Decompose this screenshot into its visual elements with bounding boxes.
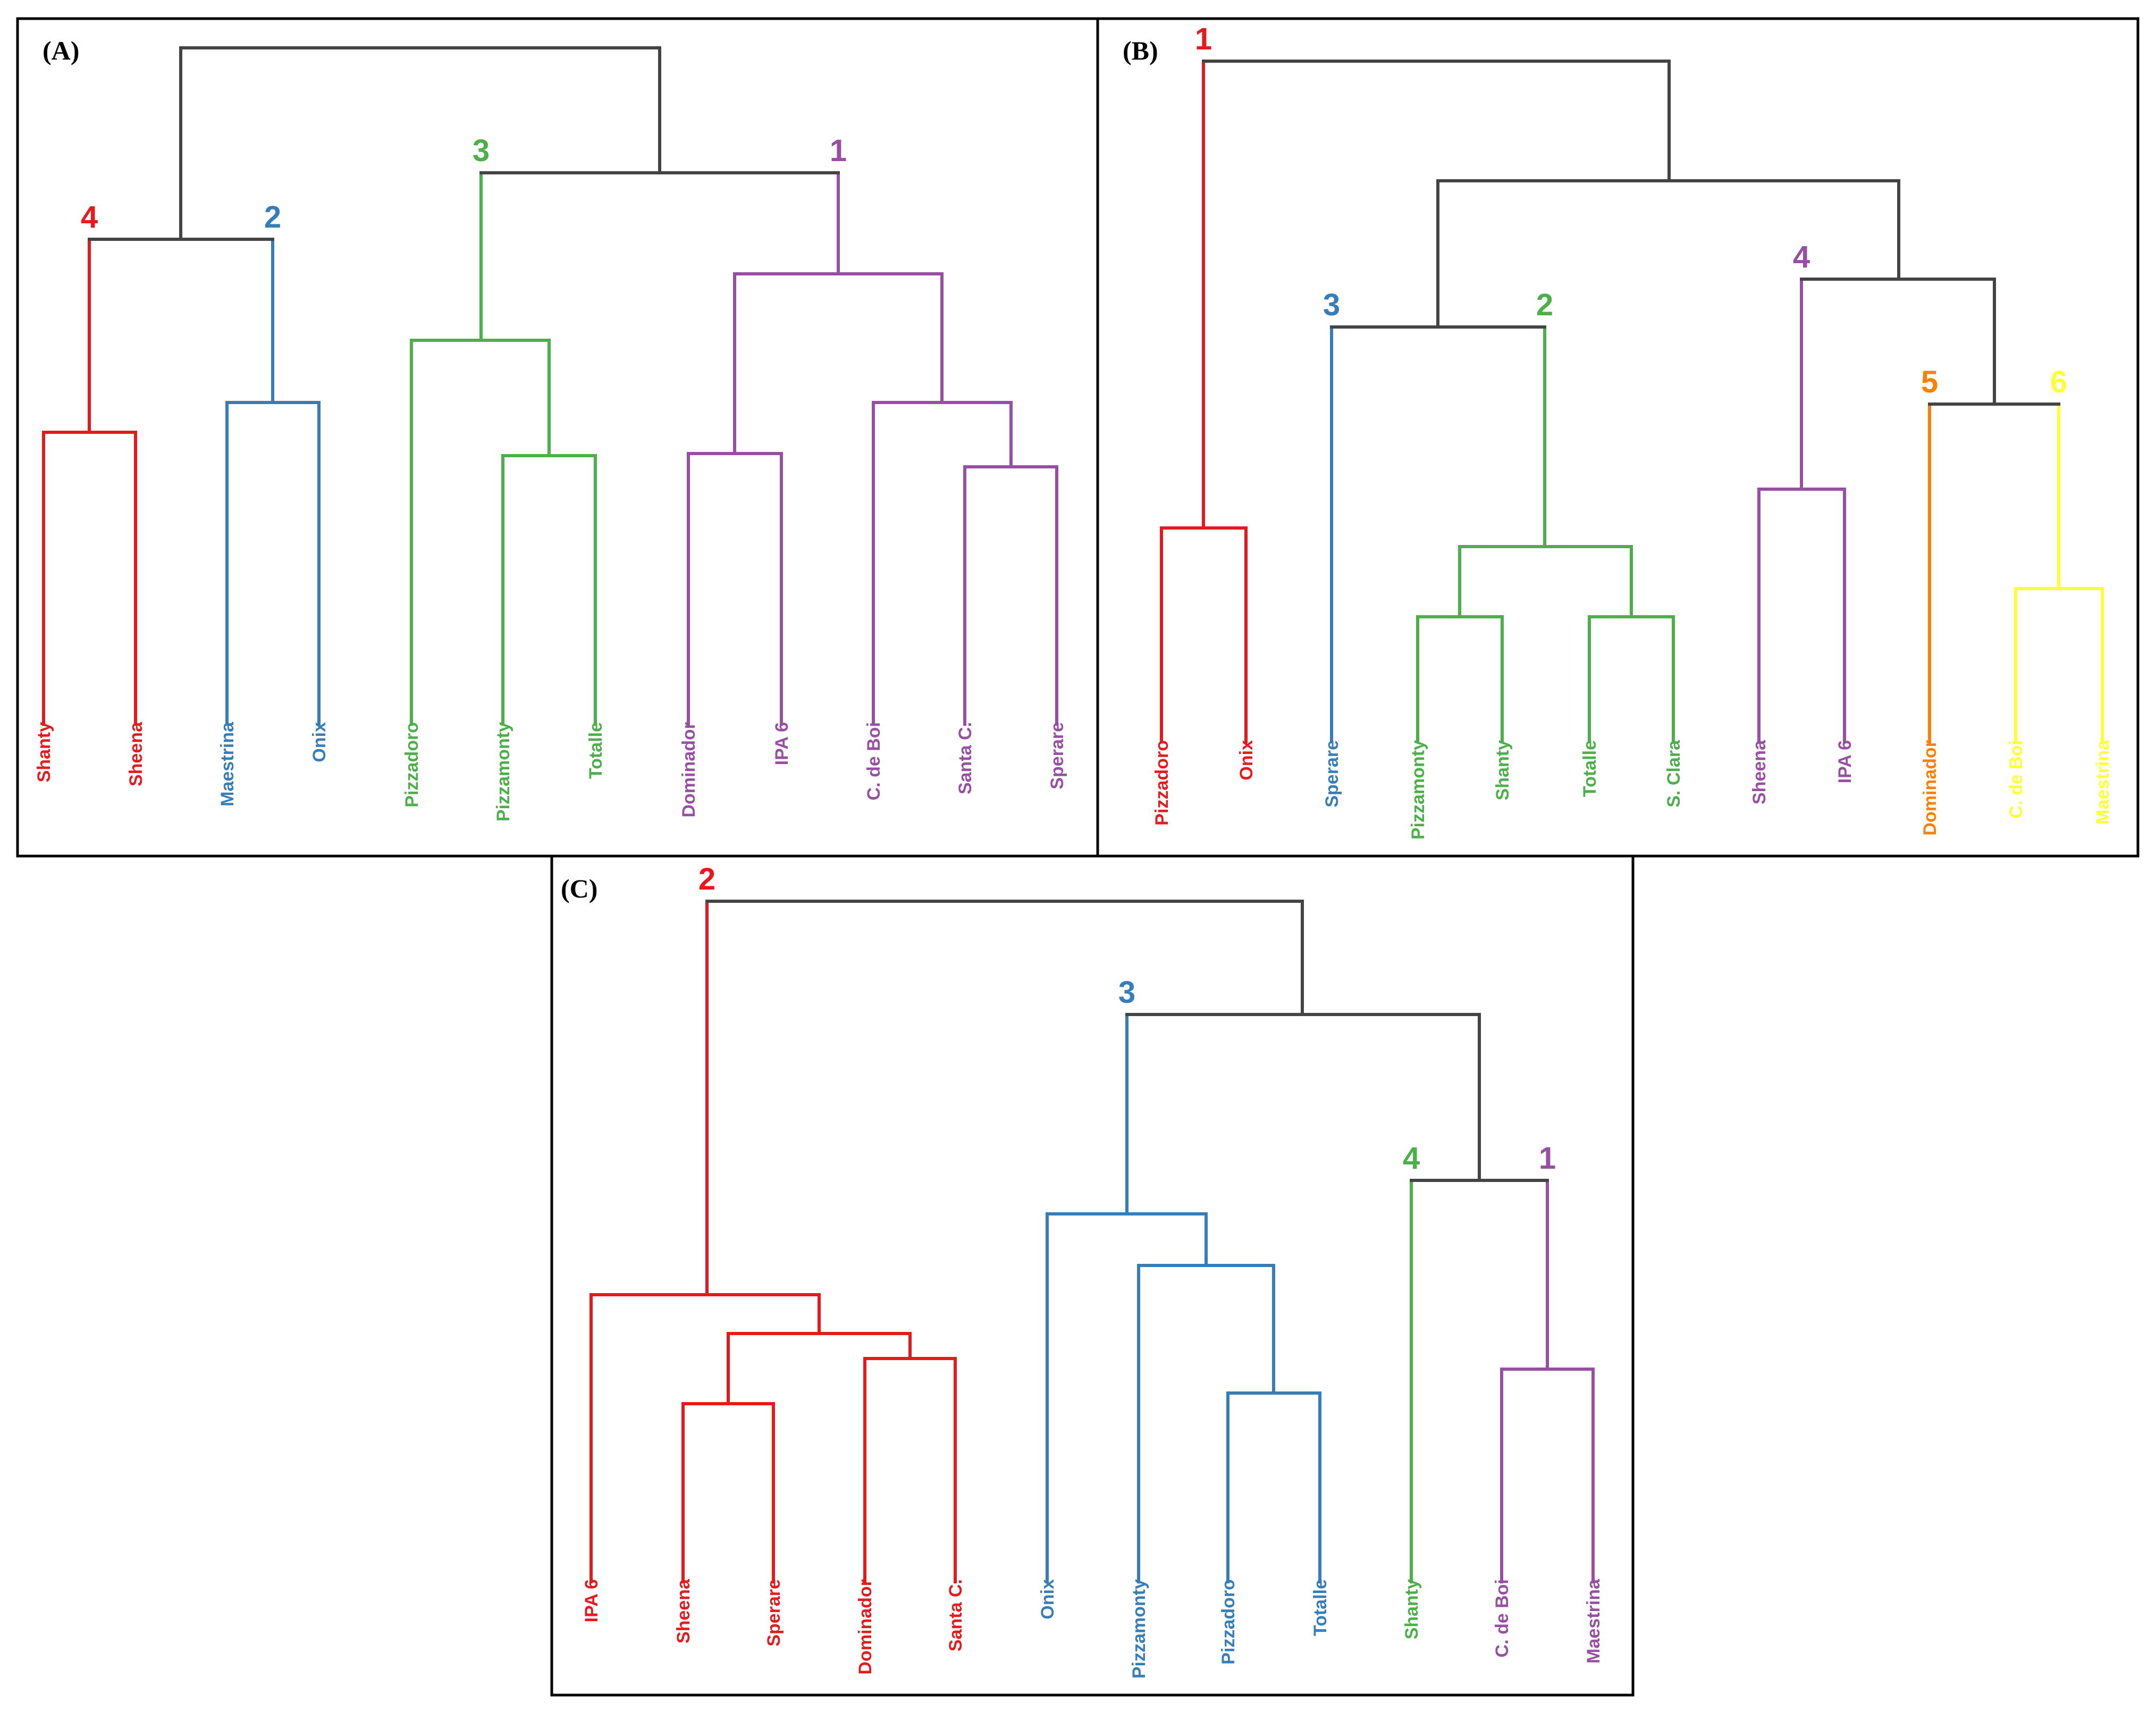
- panel-a-leaf-8: IPA 6: [772, 722, 792, 765]
- panel-c-leaf-8: Totalle: [1310, 1579, 1330, 1636]
- panel-b-leaf-5: Totalle: [1580, 740, 1600, 797]
- panel-b-cluster-3-label: 3: [1323, 288, 1340, 322]
- panel-b-leaf-10: C. de Boi: [2006, 740, 2026, 818]
- panel-c-leaf-6: Pizzamonty: [1129, 1579, 1149, 1679]
- panel-a-label: (A): [43, 36, 79, 65]
- panel-c-label: (C): [561, 874, 597, 903]
- panel-b-leaf-6: S. Clara: [1664, 740, 1684, 808]
- panel-b-frame: [1096, 17, 2140, 858]
- panel-b-leaf-1: Onix: [1236, 740, 1257, 781]
- panel-b-cluster-2-label: 2: [1536, 288, 1553, 322]
- panel-a-leaf-5: Pizzamonty: [493, 722, 513, 821]
- panel-a-leaf-1: Sheena: [126, 722, 146, 786]
- panel-a-cluster-2-label: 2: [264, 200, 281, 234]
- panel-b-cluster-6-label: 6: [2050, 365, 2067, 399]
- panel-c-cluster-1-label: 1: [1539, 1141, 1556, 1176]
- panel-b-leaf-4: Shanty: [1493, 740, 1513, 800]
- panel-c-leaf-2: Sperare: [764, 1579, 784, 1647]
- panel-b-leaf-0: Pizzadoro: [1152, 740, 1172, 826]
- panel-c-leaf-9: Shanty: [1402, 1579, 1422, 1639]
- panel-b-leaf-11: Maestrina: [2093, 740, 2113, 825]
- panel-a-cluster-4-label: 4: [81, 200, 98, 234]
- panel-a-leaf-0: Shanty: [34, 722, 54, 782]
- panel-c-leaf-7: Pizzadoro: [1218, 1579, 1239, 1665]
- panel-c-cluster-4-label: 4: [1403, 1141, 1420, 1176]
- panel-b-leaf-7: Sheena: [1749, 740, 1770, 804]
- panel-a-leaf-7: Dominador: [679, 722, 699, 817]
- panel-b-leaf-2: Sperare: [1322, 740, 1342, 808]
- panel-b-leaf-3: Pizzamonty: [1408, 740, 1428, 840]
- panel-c-leaf-0: IPA 6: [582, 1579, 602, 1622]
- panel-b-leaf-8: IPA 6: [1835, 740, 1855, 783]
- panel-a-leaf-6: Totalle: [586, 722, 606, 779]
- panel-c-leaf-10: C. de Boi: [1492, 1579, 1512, 1657]
- cluster-number-labels: 4 2 3 1 1 3 2 4 5 6 2 3 4 1: [81, 22, 2067, 1176]
- panel-a-leaf-3: Onix: [309, 722, 330, 762]
- panel-b-cluster-5-label: 5: [1921, 365, 1938, 399]
- panel-a-leaf-4: Pizzadoro: [402, 722, 422, 808]
- panel-b-label: (B): [1123, 36, 1158, 65]
- panel-a-leaf-10: Santa C.: [955, 722, 975, 794]
- panel-a-cluster-1-label: 1: [830, 133, 847, 168]
- panel-c-leaf-5: Onix: [1038, 1579, 1058, 1620]
- panel-b-cluster-4-label: 4: [1793, 240, 1810, 274]
- panel-c-frame: [550, 854, 1635, 1697]
- panel-c-leaf-1: Sheena: [673, 1579, 694, 1643]
- panel-c-leaf-3: Dominador: [855, 1579, 875, 1674]
- panel-b-leaf-9: Dominador: [1920, 740, 1940, 835]
- panel-c-cluster-2-label: 2: [698, 862, 715, 896]
- panel-a-leaf-9: C. de Boi: [864, 722, 884, 800]
- panel-c-leaf-11: Maestrina: [1584, 1579, 1604, 1664]
- panel-c-cluster-3-label: 3: [1118, 975, 1135, 1010]
- panel-a-cluster-3-label: 3: [473, 133, 490, 168]
- panel-c-leaf-4: Santa C.: [946, 1579, 966, 1651]
- panel-a-leaf-11: Sperare: [1047, 722, 1067, 790]
- panel-a-leaf-2: Maestrina: [217, 722, 238, 807]
- dendrogram-trees: [42, 46, 2104, 1583]
- leaf-labels: Shanty Sheena Maestrina Onix Pizzadoro Pizzam…: [34, 722, 2113, 1679]
- panel-b-cluster-1-label: 1: [1195, 22, 1212, 56]
